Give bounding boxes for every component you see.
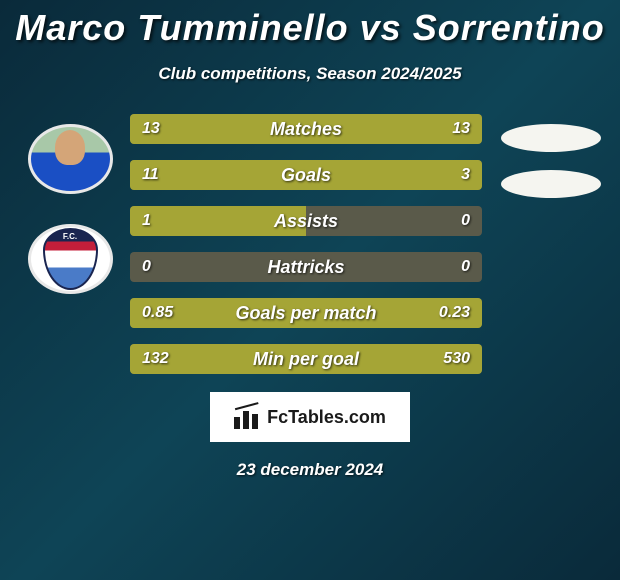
stat-value-right: 530 (443, 350, 470, 368)
stat-value-left: 13 (142, 120, 160, 138)
logo-text: FcTables.com (267, 407, 386, 428)
stat-label: Assists (274, 211, 338, 232)
stat-row: 11 3 Goals (130, 160, 482, 190)
footer: FcTables.com 23 december 2024 (210, 392, 410, 480)
stat-value-left: 1 (142, 212, 151, 230)
page-title: Marco Tumminello vs Sorrentino (15, 7, 604, 49)
stat-label: Hattricks (267, 257, 344, 278)
stat-value-left: 132 (142, 350, 169, 368)
stat-row: 132 530 Min per goal (130, 344, 482, 374)
ovals-column (492, 114, 610, 374)
club-badge-icon (43, 228, 98, 290)
stat-value-right: 3 (461, 166, 470, 184)
stat-label: Min per goal (253, 349, 359, 370)
oval-shape (501, 170, 601, 198)
stat-label: Goals per match (235, 303, 376, 324)
stat-value-left: 0 (142, 258, 151, 276)
subtitle: Club competitions, Season 2024/2025 (158, 64, 461, 84)
logo-box: FcTables.com (210, 392, 410, 442)
stat-row: 1 0 Assists (130, 206, 482, 236)
chart-icon (234, 405, 262, 429)
club-avatar (28, 224, 113, 294)
content-area: 1313Matches113Goals10Assists00Hattricks0… (0, 114, 620, 374)
avatars-column (10, 114, 130, 374)
stat-row: 13 13 Matches (130, 114, 482, 144)
stat-label: Goals (281, 165, 331, 186)
date-text: 23 december 2024 (237, 460, 384, 480)
stat-value-left: 0.85 (142, 304, 173, 322)
stat-value-right: 0 (461, 212, 470, 230)
stat-label: Matches (270, 119, 342, 140)
stat-value-right: 0 (461, 258, 470, 276)
stat-value-right: 0.23 (439, 304, 470, 322)
stat-row: 0 0 Hattricks (130, 252, 482, 282)
player-avatar (28, 124, 113, 194)
stat-value-right: 13 (452, 120, 470, 138)
stats-column: 1313Matches113Goals10Assists00Hattricks0… (130, 114, 492, 374)
stat-value-left: 11 (142, 166, 159, 184)
stat-row: 0.85 0.23 Goals per match (130, 298, 482, 328)
stat-bar-left (130, 160, 407, 190)
stat-bar-right (407, 160, 482, 190)
main-container: Marco Tumminello vs Sorrentino Club comp… (0, 0, 620, 485)
oval-shape (501, 124, 601, 152)
